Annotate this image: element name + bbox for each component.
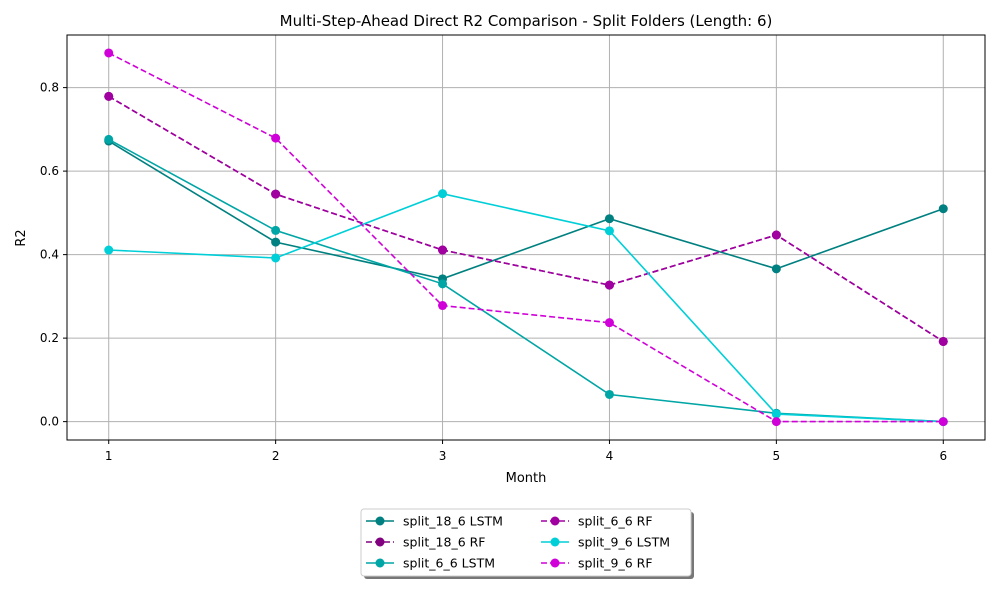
- chart-title: Multi-Step-Ahead Direct R2 Comparison - …: [280, 12, 773, 30]
- data-point: [938, 417, 948, 427]
- x-tick-label: 2: [272, 449, 280, 463]
- x-tick-label: 3: [439, 449, 447, 463]
- legend-swatch-marker: [550, 558, 560, 568]
- series-line: [108, 52, 944, 423]
- legend-item: split_6_6 LSTM: [366, 556, 495, 571]
- legend-item: split_9_6 LSTM: [541, 535, 670, 550]
- series-3: [104, 91, 948, 346]
- y-tick-label: 0.0: [40, 415, 59, 429]
- series-4: [104, 189, 948, 427]
- legend-item: split_18_6 LSTM: [366, 514, 503, 529]
- data-point: [438, 301, 448, 311]
- y-axis: 0.0 0.2 0.4 0.6 0.8: [40, 81, 67, 429]
- y-tick-label: 0.4: [40, 248, 59, 262]
- legend: split_18_6 LSTM split_18_6 RF split_6_6 LS…: [360, 508, 694, 579]
- legend-label: split_18_6 RF: [403, 535, 486, 550]
- x-tick-label: 5: [773, 449, 781, 463]
- legend-item: split_9_6 RF: [541, 556, 653, 571]
- x-tick-label: 4: [606, 449, 614, 463]
- series-1: [104, 91, 948, 346]
- data-point: [938, 336, 948, 346]
- data-point: [604, 280, 614, 290]
- legend-swatch-marker: [550, 516, 560, 526]
- data-point: [104, 245, 114, 255]
- series-0: [104, 136, 948, 284]
- data-point: [438, 189, 448, 199]
- series-line: [108, 138, 944, 423]
- data-point: [104, 134, 114, 144]
- legend-swatch-marker: [375, 537, 385, 547]
- legend-swatch-marker: [375, 558, 385, 568]
- legend-label: split_6_6 LSTM: [403, 556, 495, 571]
- data-point: [604, 318, 614, 328]
- data-point: [604, 226, 614, 236]
- data-point: [104, 48, 114, 58]
- legend-label: split_18_6 LSTM: [403, 514, 503, 529]
- x-tick-label: 6: [939, 449, 947, 463]
- legend-item: split_6_6 RF: [541, 514, 653, 529]
- legend-item: split_18_6 RF: [366, 535, 486, 550]
- data-point: [271, 253, 281, 263]
- data-point: [438, 279, 448, 289]
- series-line: [108, 192, 944, 423]
- x-axis: 1 2 3 4 5 6: [105, 440, 947, 463]
- data-point: [271, 225, 281, 235]
- x-tick-label: 1: [105, 449, 113, 463]
- y-tick-label: 0.6: [40, 164, 59, 178]
- y-axis-label: R2: [14, 229, 29, 246]
- data-point: [771, 409, 781, 419]
- data-point: [104, 91, 114, 101]
- series-2: [104, 134, 948, 427]
- x-axis-label: Month: [506, 471, 547, 486]
- grid: [67, 35, 985, 440]
- data-point: [271, 133, 281, 143]
- legend-label: split_6_6 RF: [578, 514, 653, 529]
- legend-label: split_9_6 LSTM: [578, 535, 670, 550]
- data-point: [771, 417, 781, 427]
- series-line: [108, 95, 944, 343]
- legend-swatch-marker: [550, 537, 560, 547]
- legend-box: [360, 508, 692, 577]
- legend-label: split_9_6 RF: [578, 556, 653, 571]
- data-point: [438, 245, 448, 255]
- series-line: [108, 95, 944, 343]
- data-point: [771, 264, 781, 274]
- data-point: [271, 189, 281, 199]
- legend-swatch-marker: [375, 516, 385, 526]
- data-point: [604, 389, 614, 399]
- data-point: [771, 230, 781, 240]
- y-tick-label: 0.2: [40, 331, 59, 345]
- series-line: [108, 140, 944, 280]
- series-layer: [104, 48, 948, 427]
- series-5: [104, 48, 948, 427]
- y-tick-label: 0.8: [40, 81, 59, 95]
- data-point: [271, 237, 281, 247]
- data-point: [604, 214, 614, 224]
- data-point: [938, 204, 948, 214]
- plot-frame: [66, 34, 986, 441]
